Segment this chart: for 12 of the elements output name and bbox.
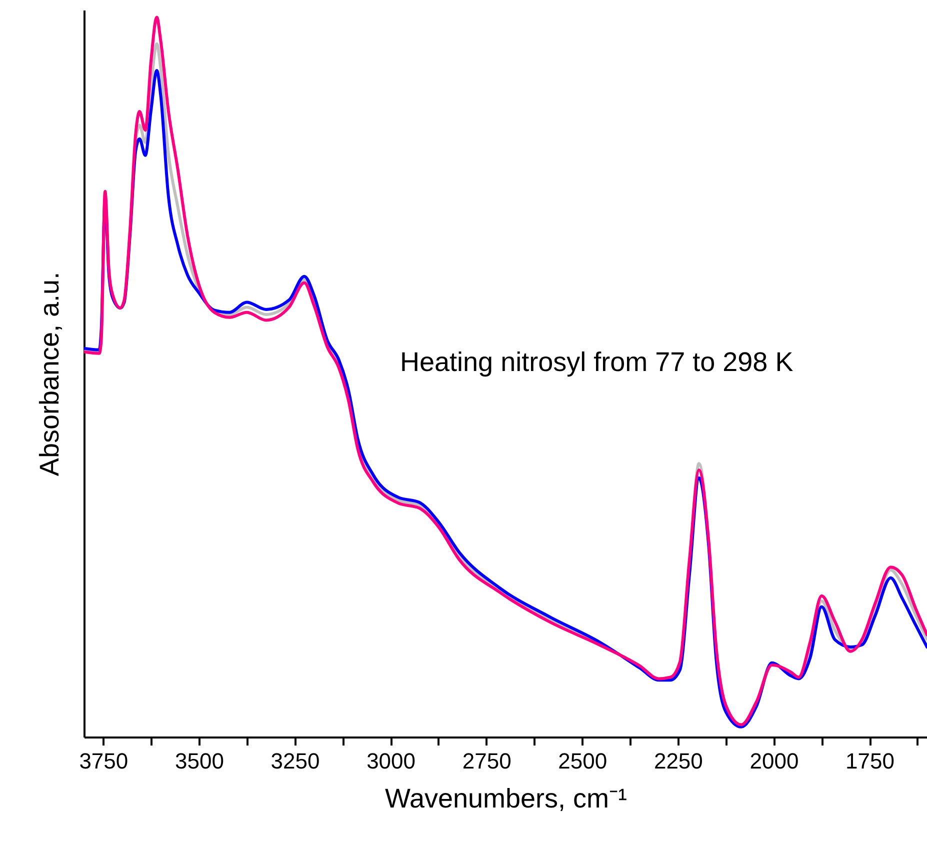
x-tick-label: 3250 bbox=[270, 748, 320, 774]
x-tick-label: 2750 bbox=[462, 748, 512, 774]
y-axis-title: Absorbance, a.u. bbox=[34, 272, 64, 476]
annotation: Heating nitrosyl from 77 to 298 K bbox=[400, 347, 794, 377]
x-tick-label: 3750 bbox=[79, 748, 128, 774]
x-tick-label: 3000 bbox=[366, 748, 416, 774]
x-axis-title: Wavenumbers, cm⁻¹ bbox=[384, 784, 628, 814]
x-tick-label: 3500 bbox=[174, 748, 224, 774]
x-tick-label: 2500 bbox=[558, 748, 608, 774]
x-tick-label: 2000 bbox=[750, 748, 799, 774]
x-tick-label: 2250 bbox=[654, 748, 703, 774]
x-tick-label: 1750 bbox=[846, 748, 894, 774]
